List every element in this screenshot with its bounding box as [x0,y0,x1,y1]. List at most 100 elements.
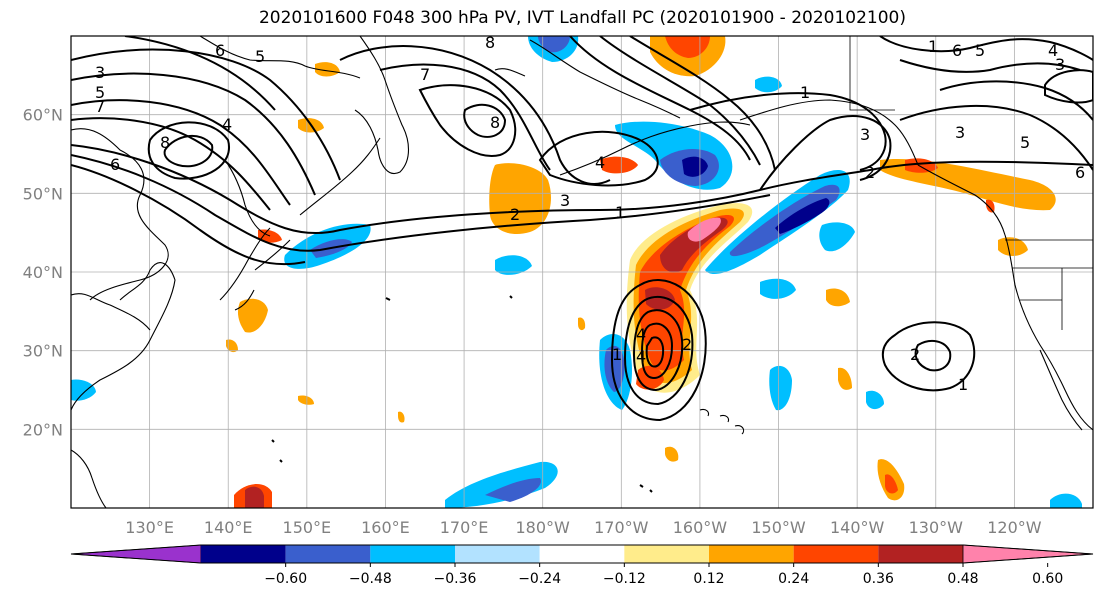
colorbar: −0.60 −0.48 −0.36 −0.24 −0.12 0.12 0.24 0.36 0.4… [70,544,1094,587]
pv-contour-label: 3 [955,123,965,142]
pv-contour-line [939,80,1093,121]
positive-anomaly-region [398,411,405,423]
pv-contour-line [538,130,659,187]
latitude-tick-label: 30°N [23,342,63,361]
pv-contour-line [645,336,665,368]
negative-anomaly-region [819,222,855,252]
colorbar-bin [709,545,794,563]
islands-micronesia [271,295,653,493]
longitude-tick-label: 120°W [987,518,1042,537]
pv-contour-label: 5 [975,41,985,60]
latitude-tick-label: 60°N [23,106,63,125]
negative-anomaly-region [538,36,570,53]
pv-contour-label: 6 [215,41,225,60]
positive-anomaly-region [489,163,551,235]
coastline-asia [71,128,169,331]
negative-anomaly-region [755,76,782,93]
positive-anomaly-region [237,298,268,333]
pv-contour-label: 2 [682,335,692,354]
colorbar-tick-label: 0.48 [947,571,978,587]
pv-contour-line [881,321,976,392]
longitude-tick-label: 130°E [125,518,174,537]
colorbar-tick-label: −0.24 [518,571,561,587]
negative-anomaly-region [775,198,830,234]
pv-contours [71,36,1093,422]
longitude-tick-label: 170°W [594,518,649,537]
negative-anomaly-region [866,390,884,410]
colorbar-bin [201,545,286,563]
pv-contour-line [147,121,231,180]
colorbar-tick-label: 0.12 [693,571,724,587]
positive-anomaly-region [315,62,340,77]
pv-contour-label: 3 [860,125,870,144]
colorbar-bin [793,545,879,563]
pv-contour-label: 4 [636,325,646,344]
pv-contour-label: 8 [485,33,495,52]
pv-contour-labels: 3 5 7 6 8 6 5 4 8 8 7 2 3 1 4 1 3 2 1 6 … [95,33,1085,394]
coastline-korea-china [71,262,176,411]
positive-anomaly-region [687,217,721,242]
positive-anomaly-region [885,474,898,494]
colorbar-extend-low [70,544,202,564]
pv-contour-line [569,36,751,161]
pv-contour-line [599,36,761,166]
negative-anomaly-region [760,278,796,299]
colorbar-bin [624,545,709,563]
longitude-tick-label: 160°W [673,518,728,537]
coastline-kurils-sakhalin [224,137,381,237]
pv-contour-line [339,45,611,185]
pv-contour-line [759,115,892,191]
pv-contour-label: 7 [95,97,105,116]
colorbar-tick-label: −0.12 [603,571,646,587]
coastline-japan [219,227,291,311]
latitude-tick-label: 20°N [23,420,63,439]
pv-contour-line [163,135,214,168]
positive-anomaly-region [986,199,995,213]
pv-contour-line [623,295,694,406]
pv-contour-label: 6 [110,155,120,174]
pv-contour-label: 2 [510,205,520,224]
coastline-kamchatka [354,36,410,174]
negative-anomaly-region [445,461,558,508]
map-border [70,35,1094,509]
colorbar-bin [539,545,625,563]
longitude-tick-label: 140°W [830,518,885,537]
latitude-labels: 60°N 50°N 40°N 30°N 20°N [23,106,63,440]
colorbar-tick-label: −0.48 [349,571,392,587]
pv-contour-line [640,322,674,380]
colorbar-extend-high [962,544,1094,564]
coastline-aleutians [559,121,751,176]
state-borders [849,36,1093,330]
pv-contour-label: 8 [490,113,500,132]
map-content: 3 5 7 6 8 6 5 4 8 8 7 2 3 1 4 1 3 2 1 6 … [71,33,1093,508]
pv-contour-label: 4 [636,347,646,366]
positive-anomaly-region [578,317,586,331]
pv-contour-line [463,103,507,138]
colorbar-bin [370,545,455,563]
coastline-alaska-west [494,39,681,119]
negative-anomaly-region [604,345,625,392]
pv-contour-label: 6 [1075,163,1085,182]
pv-contour-line [379,63,551,171]
pv-contour-line [418,84,517,157]
pv-contour-line [71,164,306,266]
pv-contour-label: 1 [958,375,968,394]
pv-contour-line [914,339,952,372]
negative-anomaly-region [682,156,708,177]
longitude-tick-label: 180°W [516,518,571,537]
pv-contour-label: 4 [222,115,232,134]
latitude-tick-label: 50°N [23,184,63,203]
negative-anomaly-region [1050,493,1082,508]
negative-anomaly-region [769,365,792,411]
longitude-tick-label: 160°E [361,518,410,537]
colorbar-bin [878,545,963,563]
latitude-tick-label: 40°N [23,263,63,282]
colorbar-bin [455,545,540,563]
positive-anomaly-region [998,237,1028,256]
longitude-tick-label: 130°W [909,518,964,537]
pv-contour-line [71,99,291,206]
plot-title: 2020101600 F048 300 hPa PV, IVT Landfall… [258,8,906,28]
coastline-baja [1039,349,1083,431]
pv-contour-line [632,309,684,392]
coastline-north-america [917,164,1093,431]
